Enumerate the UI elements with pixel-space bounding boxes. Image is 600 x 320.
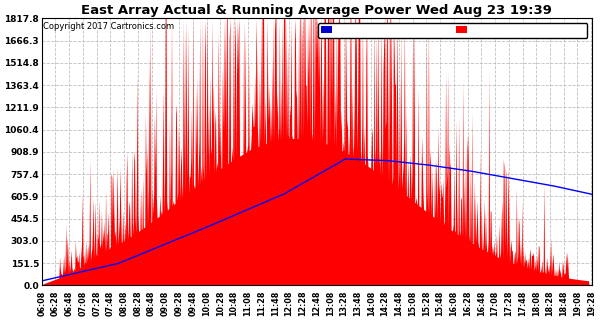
Text: Copyright 2017 Cartronics.com: Copyright 2017 Cartronics.com: [43, 22, 174, 31]
Legend: Average  (DC Watts), East Array  (DC Watts): Average (DC Watts), East Array (DC Watts…: [319, 23, 587, 38]
Title: East Array Actual & Running Average Power Wed Aug 23 19:39: East Array Actual & Running Average Powe…: [82, 4, 552, 17]
